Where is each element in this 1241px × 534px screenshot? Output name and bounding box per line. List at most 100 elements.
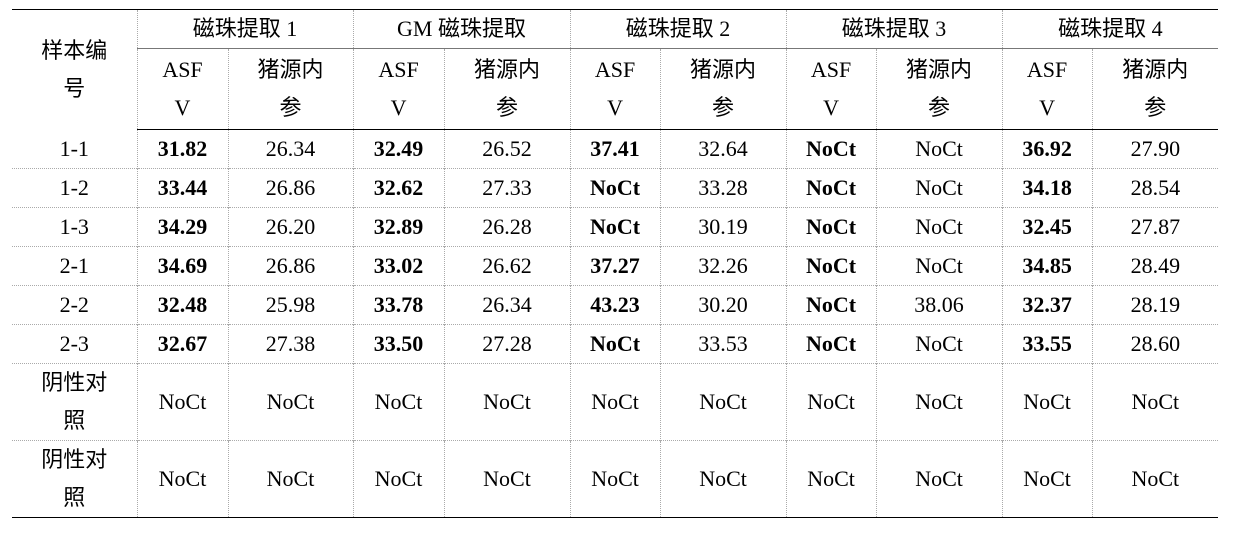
header-cell: 猪源内参 [875, 48, 1003, 130]
value-cell: NoCt [875, 129, 1003, 169]
value-cell: 32.89 [352, 207, 445, 247]
value-cell: 26.34 [227, 129, 354, 169]
value-cell: 33.28 [659, 168, 787, 208]
value-cell: NoCt [785, 440, 877, 518]
value-cell: 28.54 [1091, 168, 1219, 208]
value-cell: 30.20 [659, 285, 787, 325]
header-cell: 猪源内参 [227, 48, 354, 130]
value-cell: 26.62 [443, 246, 571, 286]
row-label: 阴性对照 [41, 447, 108, 510]
value-cell: NoCt [1001, 363, 1093, 441]
value-cell: 32.37 [1001, 285, 1093, 325]
value-cell: NoCt [443, 440, 571, 518]
value-cell: 28.19 [1091, 285, 1219, 325]
value-cell: NoCt [785, 129, 877, 169]
group-header: 磁珠提取 2 [569, 9, 787, 49]
value-cell: 28.49 [1091, 246, 1219, 286]
header-cell: 猪源内参 [659, 48, 787, 130]
value-cell: 31.82 [136, 129, 229, 169]
value-cell: 37.41 [569, 129, 661, 169]
group-header: GM 磁珠提取 [352, 9, 571, 49]
header-cell: ASFV [1001, 48, 1093, 130]
value-cell: 27.33 [443, 168, 571, 208]
value-cell: 26.34 [443, 285, 571, 325]
sub-header: 猪源内参 [257, 57, 324, 120]
group-header: 磁珠提取 3 [785, 9, 1003, 49]
row-label-cell: 2-3 [12, 324, 138, 364]
value-cell: NoCt [875, 363, 1003, 441]
value-cell: NoCt [875, 246, 1003, 286]
value-cell: NoCt [1091, 440, 1219, 518]
sub-header: ASFV [162, 57, 203, 120]
table-row: 2-2 32.48 25.98 33.78 26.34 43.23 30.20 NoCt 38.… [12, 285, 1219, 325]
value-cell: 27.38 [227, 324, 354, 364]
row-label: 1-2 [59, 175, 89, 200]
sub-header: ASFV [378, 57, 419, 120]
row-label: 1-3 [59, 214, 89, 239]
row-label: 2-1 [59, 253, 89, 278]
value-cell: NoCt [785, 363, 877, 441]
value-cell: NoCt [227, 440, 354, 518]
value-cell: NoCt [136, 440, 229, 518]
value-cell: 32.64 [659, 129, 787, 169]
value-cell: NoCt [1001, 440, 1093, 518]
row-label-cell: 1-1 [12, 129, 138, 169]
sub-header: 猪源内参 [906, 57, 973, 120]
header-cell: ASFV [569, 48, 661, 130]
value-cell: NoCt [875, 324, 1003, 364]
table-row: 2-3 32.67 27.38 33.50 27.28 NoCt 33.53 NoCt NoCt… [12, 324, 1219, 364]
value-cell: 32.45 [1001, 207, 1093, 247]
value-cell: NoCt [659, 363, 787, 441]
data-table: 样本编号 磁珠提取 1 GM 磁珠提取 磁珠提取 2 磁珠提取 3 磁珠提取 4 ASF… [12, 9, 1219, 518]
value-cell: 27.87 [1091, 207, 1219, 247]
value-cell: NoCt [785, 246, 877, 286]
header-row: ASFV 猪源内参 ASFV 猪源内参 ASFV 猪源内参 ASFV 猪源内参 ASFV 猪源内参 [12, 48, 1219, 130]
value-cell: 28.60 [1091, 324, 1219, 364]
value-cell: 34.85 [1001, 246, 1093, 286]
table-row: 阴性对照 NoCt NoCt NoCt NoCt NoCt NoCt NoCt NoCt NoCt… [12, 363, 1219, 441]
value-cell: 33.02 [352, 246, 445, 286]
row-label-cell: 阴性对照 [12, 440, 138, 518]
value-cell: 34.69 [136, 246, 229, 286]
value-cell: 26.86 [227, 246, 354, 286]
value-cell: NoCt [785, 285, 877, 325]
value-cell: 34.29 [136, 207, 229, 247]
value-cell: 27.28 [443, 324, 571, 364]
table-row: 1-3 34.29 26.20 32.89 26.28 NoCt 30.19 NoCt NoCt… [12, 207, 1219, 247]
table-row: 阴性对照 NoCt NoCt NoCt NoCt NoCt NoCt NoCt NoCt NoCt… [12, 440, 1219, 518]
sub-header: ASFV [1026, 57, 1068, 120]
header-cell: ASFV [137, 48, 229, 130]
value-cell: NoCt [569, 363, 661, 441]
value-cell: 34.18 [1001, 168, 1093, 208]
value-cell: NoCt [569, 168, 661, 208]
group-header: 磁珠提取 4 [1001, 9, 1219, 49]
value-cell: 26.20 [227, 207, 354, 247]
value-cell: 27.90 [1091, 129, 1219, 169]
value-cell: NoCt [352, 440, 445, 518]
value-cell: 26.28 [443, 207, 571, 247]
header-cell: 样本编号 [12, 9, 138, 130]
value-cell: NoCt [785, 207, 877, 247]
value-cell: NoCt [785, 168, 877, 208]
header-cell: ASFV [352, 48, 445, 130]
value-cell: 33.53 [659, 324, 787, 364]
value-cell: 26.86 [227, 168, 354, 208]
value-cell: NoCt [785, 324, 877, 364]
value-cell: NoCt [875, 168, 1003, 208]
sample-header: 样本编号 [41, 37, 108, 101]
row-label: 阴性对照 [41, 370, 108, 433]
table-body: 1-1 31.82 26.34 32.49 26.52 37.41 32.64 NoCt NoC… [12, 129, 1219, 518]
value-cell: 37.27 [569, 246, 661, 286]
value-cell: NoCt [227, 363, 354, 441]
row-label-cell: 阴性对照 [12, 363, 138, 441]
value-cell: 25.98 [227, 285, 354, 325]
value-cell: 26.52 [443, 129, 571, 169]
value-cell: NoCt [443, 363, 571, 441]
table-row: 2-1 34.69 26.86 33.02 26.62 37.27 32.26 NoCt NoC… [12, 246, 1219, 286]
value-cell: 33.50 [352, 324, 445, 364]
value-cell: 32.48 [136, 285, 229, 325]
value-cell: NoCt [659, 440, 787, 518]
row-label-cell: 2-2 [12, 285, 138, 325]
row-label: 2-3 [59, 331, 89, 356]
